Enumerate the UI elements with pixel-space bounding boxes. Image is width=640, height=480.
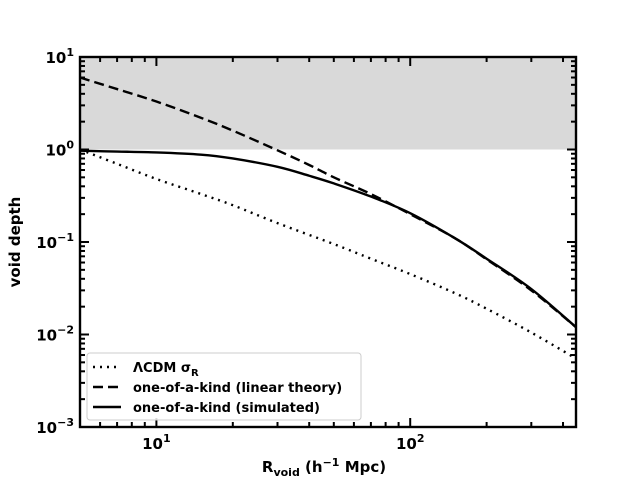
legend-label-1: one-of-a-kind (linear theory) — [133, 381, 342, 396]
shaded-region — [80, 57, 576, 150]
y-tick-label-base: 10 — [36, 327, 57, 345]
series-line-2 — [80, 149, 576, 329]
legend-label-sub: R — [191, 368, 199, 379]
legend-label-2: one-of-a-kind (simulated) — [133, 401, 320, 416]
legend-label-name: ΛCDM σ — [133, 361, 191, 376]
y-tick-label-exp: −3 — [57, 416, 74, 429]
legend-label-name: one-of-a-kind (linear theory) — [133, 381, 342, 396]
x-tick-label: 102 — [396, 432, 425, 453]
y-tick-label-exp: −2 — [57, 324, 74, 337]
y-tick-label: 10−1 — [36, 231, 74, 252]
x-axis-label: Rvoid (h−1 Mpc) — [262, 456, 386, 479]
x-tick-label-base: 10 — [396, 435, 417, 453]
legend-label-name: one-of-a-kind (simulated) — [133, 401, 320, 416]
y-tick-label-base: 10 — [45, 142, 66, 160]
legend-box — [86, 352, 362, 421]
y-tick-label: 100 — [45, 139, 74, 160]
x-axis-label-sup: −1 — [323, 456, 340, 469]
x-axis-label-main: R — [262, 458, 274, 476]
x-axis-label-end: Mpc) — [339, 458, 386, 476]
x-tick-label-exp: 1 — [163, 432, 171, 445]
y-tick-label-base: 10 — [36, 419, 57, 437]
y-tick-label-base: 10 — [36, 234, 57, 252]
y-tick-label-exp: −1 — [57, 231, 74, 244]
x-tick-label: 101 — [142, 432, 171, 453]
y-axis-label: void depth — [6, 197, 24, 288]
x-axis-label-sub: void — [273, 466, 299, 479]
y-tick-label: 10−2 — [36, 324, 74, 345]
y-tick-label-base: 10 — [45, 49, 66, 67]
x-tick-label-exp: 2 — [417, 432, 425, 445]
x-axis-label-rest: (h — [300, 458, 323, 476]
y-tick-label-exp: 0 — [66, 139, 74, 152]
plot-area — [80, 57, 576, 360]
x-tick-label-base: 10 — [142, 435, 163, 453]
y-tick-label: 10−3 — [36, 416, 74, 437]
y-tick-label-exp: 1 — [66, 46, 74, 59]
y-tick-label: 101 — [45, 46, 74, 67]
legend-label-0: ΛCDM σR — [133, 361, 199, 379]
